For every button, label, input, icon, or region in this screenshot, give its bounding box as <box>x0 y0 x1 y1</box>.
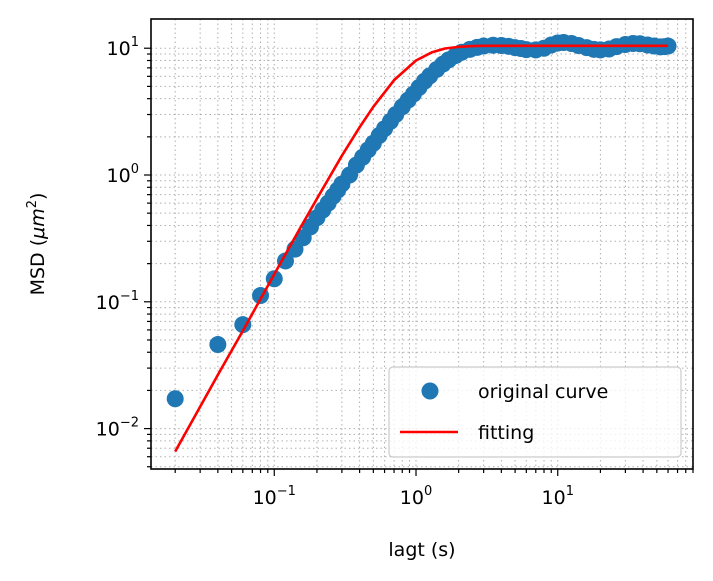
legend-marker-original-curve <box>421 382 439 400</box>
y-axis-label-unit: μm <box>27 208 49 240</box>
x-tick-label-base: 10 <box>400 487 424 509</box>
x-tick-label-exp: 1 <box>566 484 574 499</box>
plot-area <box>166 33 677 453</box>
x-axis-label: lagt (s) <box>388 539 455 561</box>
y-axis-label-close: ) <box>27 193 49 200</box>
y-tick-label-exp: −1 <box>120 289 139 304</box>
data-point <box>234 316 252 334</box>
y-tick-label-base: 10 <box>107 38 131 60</box>
x-tick-label-exp: −1 <box>277 484 296 499</box>
data-point <box>659 37 677 55</box>
y-tick-label-exp: 0 <box>131 162 139 177</box>
y-tick-label-base: 10 <box>96 292 120 314</box>
x-tick-label-exp: 0 <box>424 484 432 499</box>
legend-box <box>388 366 682 458</box>
legend-label-original-curve: original curve <box>478 381 608 403</box>
x-tick-label-base: 10 <box>542 487 566 509</box>
legend: original curve fitting <box>388 366 682 458</box>
y-axis-label-group: MSD (μm2) <box>25 193 49 296</box>
axis-ticks <box>144 47 694 476</box>
y-tick-label: 100 <box>107 162 139 187</box>
y-tick-label-base: 10 <box>96 419 120 441</box>
y-tick-label: 101 <box>107 35 139 60</box>
fitting-series <box>174 44 669 453</box>
fitting-line <box>174 44 669 453</box>
legend-label-fitting: fitting <box>478 422 534 444</box>
y-tick-label-base: 10 <box>107 165 131 187</box>
y-tick-label: 10−1 <box>96 289 139 314</box>
x-tick-labels: 10−1 100 101 <box>253 484 574 509</box>
plot-frame <box>150 18 694 470</box>
x-tick-label: 100 <box>400 484 432 509</box>
y-axis-label: MSD (μm2) <box>25 193 49 296</box>
data-point <box>276 252 294 270</box>
y-tick-label: 10−2 <box>96 416 139 441</box>
original-curve-series <box>166 33 677 408</box>
x-tick-label-base: 10 <box>253 487 277 509</box>
data-point <box>209 336 227 354</box>
data-point <box>166 390 184 408</box>
y-axis-label-text: MSD ( <box>27 239 49 296</box>
y-axis-label-exp: 2 <box>25 200 40 208</box>
x-tick-label: 101 <box>542 484 574 509</box>
y-tick-label-exp: −2 <box>120 416 139 431</box>
y-tick-label-exp: 1 <box>131 35 139 50</box>
x-tick-label: 10−1 <box>253 484 296 509</box>
